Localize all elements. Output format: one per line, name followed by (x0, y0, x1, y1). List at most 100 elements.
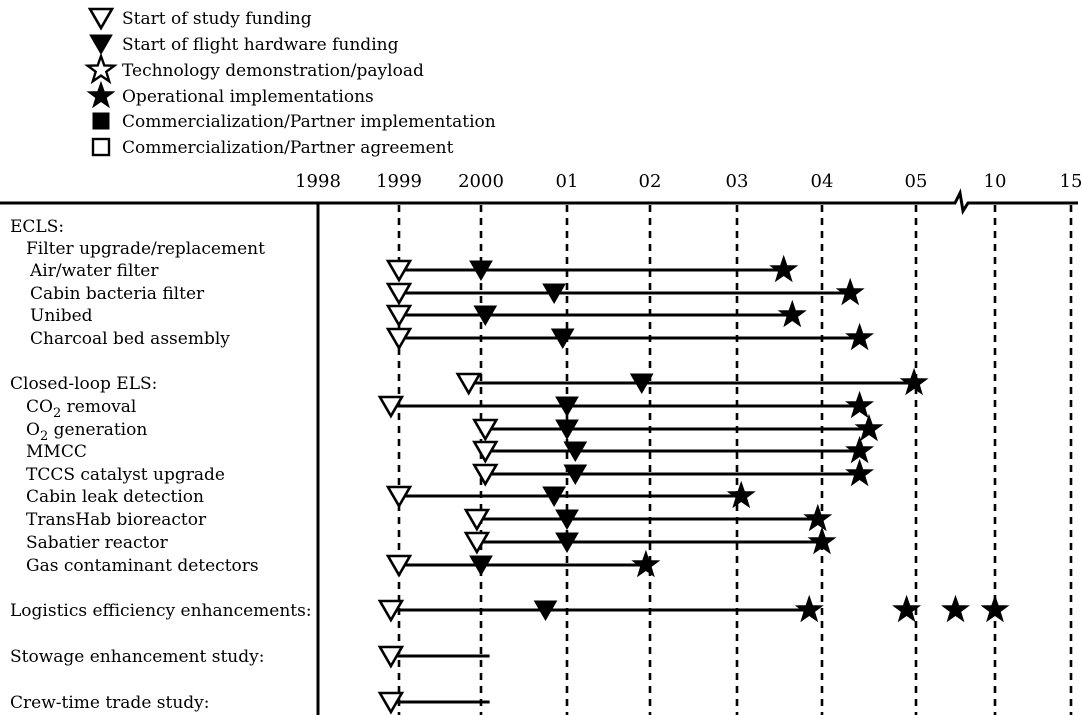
filled-star-marker (899, 367, 929, 396)
open-triangle-marker (385, 554, 413, 578)
tick-label: 03 (726, 171, 749, 192)
filled-triangle-marker (555, 419, 579, 440)
filled-star-marker (845, 458, 875, 487)
row-label: Charcoal bed assembly (30, 329, 230, 349)
open-triangle-marker (385, 259, 413, 283)
filled-star-marker (980, 594, 1010, 623)
schedule-rows: ECLS:Filter upgrade/replacementAir/water… (10, 217, 1010, 715)
filled-star-marker (845, 435, 875, 464)
filled-square-icon (92, 112, 110, 130)
row-label: MMCC (26, 442, 87, 462)
filled-triangle-marker (629, 373, 654, 394)
legend-label: Start of study funding (122, 9, 312, 29)
filled-triangle-marker (555, 509, 579, 530)
filled-triangle-marker (469, 260, 493, 281)
filled-triangle-marker (555, 532, 579, 553)
filled-triangle-icon (89, 34, 113, 55)
open-triangle-marker (455, 372, 482, 396)
open-triangle-marker (377, 691, 405, 715)
tick-label: 10 (984, 171, 1007, 192)
row: Logistics efficiency enhancements: (10, 594, 1010, 623)
filled-triangle-marker (473, 305, 498, 326)
tick-label: 02 (639, 171, 662, 192)
row-label: O2 generation (26, 420, 147, 444)
label-part: removal (61, 397, 136, 417)
row-label: Logistics efficiency enhancements: (10, 601, 312, 621)
label-part: CO (26, 397, 53, 417)
row: Cabin bacteria filter (30, 277, 865, 306)
open-triangle-marker (377, 645, 405, 669)
row-label: TCCS catalyst upgrade (26, 465, 225, 485)
row: Sabatier reactor (26, 526, 837, 555)
filled-star-marker (854, 413, 884, 442)
open-star-icon (84, 52, 118, 85)
filled-star-marker (726, 480, 756, 509)
label-subscript: 2 (40, 429, 48, 444)
legend-item: Commercialization/Partner agreement (91, 137, 454, 158)
row: TransHab bioreactor (26, 503, 833, 532)
row-label: Cabin bacteria filter (30, 284, 205, 304)
open-triangle-marker (463, 531, 491, 555)
tick-label: 05 (905, 171, 928, 192)
legend-label: Start of flight hardware funding (122, 35, 399, 55)
tick-label: 2000 (458, 171, 504, 192)
row-label: Unibed (30, 306, 93, 326)
filled-star-marker (794, 594, 824, 623)
legend: Start of study funding Start of flight ha… (84, 7, 496, 158)
tick-label: 15 (1060, 171, 1082, 192)
filled-star-marker (631, 549, 661, 578)
row: CO2 removal (26, 390, 875, 421)
open-triangle-marker (385, 304, 413, 328)
row: MMCC (26, 435, 875, 464)
legend-item: Start of study funding (87, 7, 312, 31)
open-square-icon (91, 137, 111, 157)
filled-triangle-marker (469, 555, 493, 576)
open-triangle-marker (377, 395, 405, 419)
row-label: Stowage enhancement study: (10, 647, 264, 667)
filled-triangle-marker (555, 396, 579, 417)
filled-triangle-marker (542, 283, 566, 304)
legend-item: Commercialization/Partner implementation (92, 112, 496, 132)
filled-star-marker (845, 390, 875, 419)
legend-label: Technology demonstration/payload (122, 61, 424, 81)
row: Air/water filter (29, 254, 799, 283)
legend-item: Operational implementations (86, 80, 374, 109)
row-label: Cabin leak detection (26, 487, 204, 507)
filled-triangle-marker (533, 600, 558, 621)
row: Cabin leak detection (26, 480, 756, 509)
label-subscript: 2 (53, 406, 61, 421)
filled-triangle-marker (550, 328, 575, 349)
open-triangle-marker (472, 440, 499, 464)
legend-label: Commercialization/Partner agreement (122, 138, 454, 158)
tick-label: 04 (811, 171, 834, 192)
row-label: CO2 removal (26, 397, 136, 421)
row-label: Closed-loop ELS: (10, 374, 157, 394)
row: TCCS catalyst upgrade (26, 458, 875, 487)
open-triangle-marker (377, 599, 405, 623)
legend-label: Operational implementations (122, 87, 374, 107)
tick-label: 01 (556, 171, 579, 192)
filled-triangle-marker (542, 486, 566, 507)
label-part: generation (48, 420, 147, 440)
open-triangle-marker (385, 327, 413, 351)
label-part: O (26, 420, 40, 440)
filled-triangle-marker (563, 441, 588, 462)
legend-label: Commercialization/Partner implementation (122, 112, 496, 132)
filled-star-marker (845, 322, 875, 351)
row-label: Sabatier reactor (26, 533, 169, 553)
row-label: TransHab bioreactor (26, 510, 207, 530)
filled-star-marker (803, 503, 833, 532)
open-triangle-marker (472, 418, 499, 442)
legend-item: Start of flight hardware funding (89, 34, 399, 55)
filled-star-marker (835, 277, 865, 306)
row: Unibed (30, 299, 807, 328)
row-label: Filter upgrade/replacement (26, 239, 265, 259)
open-triangle-marker (463, 508, 491, 532)
row-label: Gas contaminant detectors (26, 556, 259, 576)
row: Filter upgrade/replacement (26, 239, 265, 259)
filled-star-marker (769, 254, 799, 283)
tick-label: 1999 (376, 171, 422, 192)
filled-star-marker (941, 594, 970, 623)
row: Closed-loop ELS: (10, 367, 929, 396)
filled-star-marker (807, 526, 837, 555)
